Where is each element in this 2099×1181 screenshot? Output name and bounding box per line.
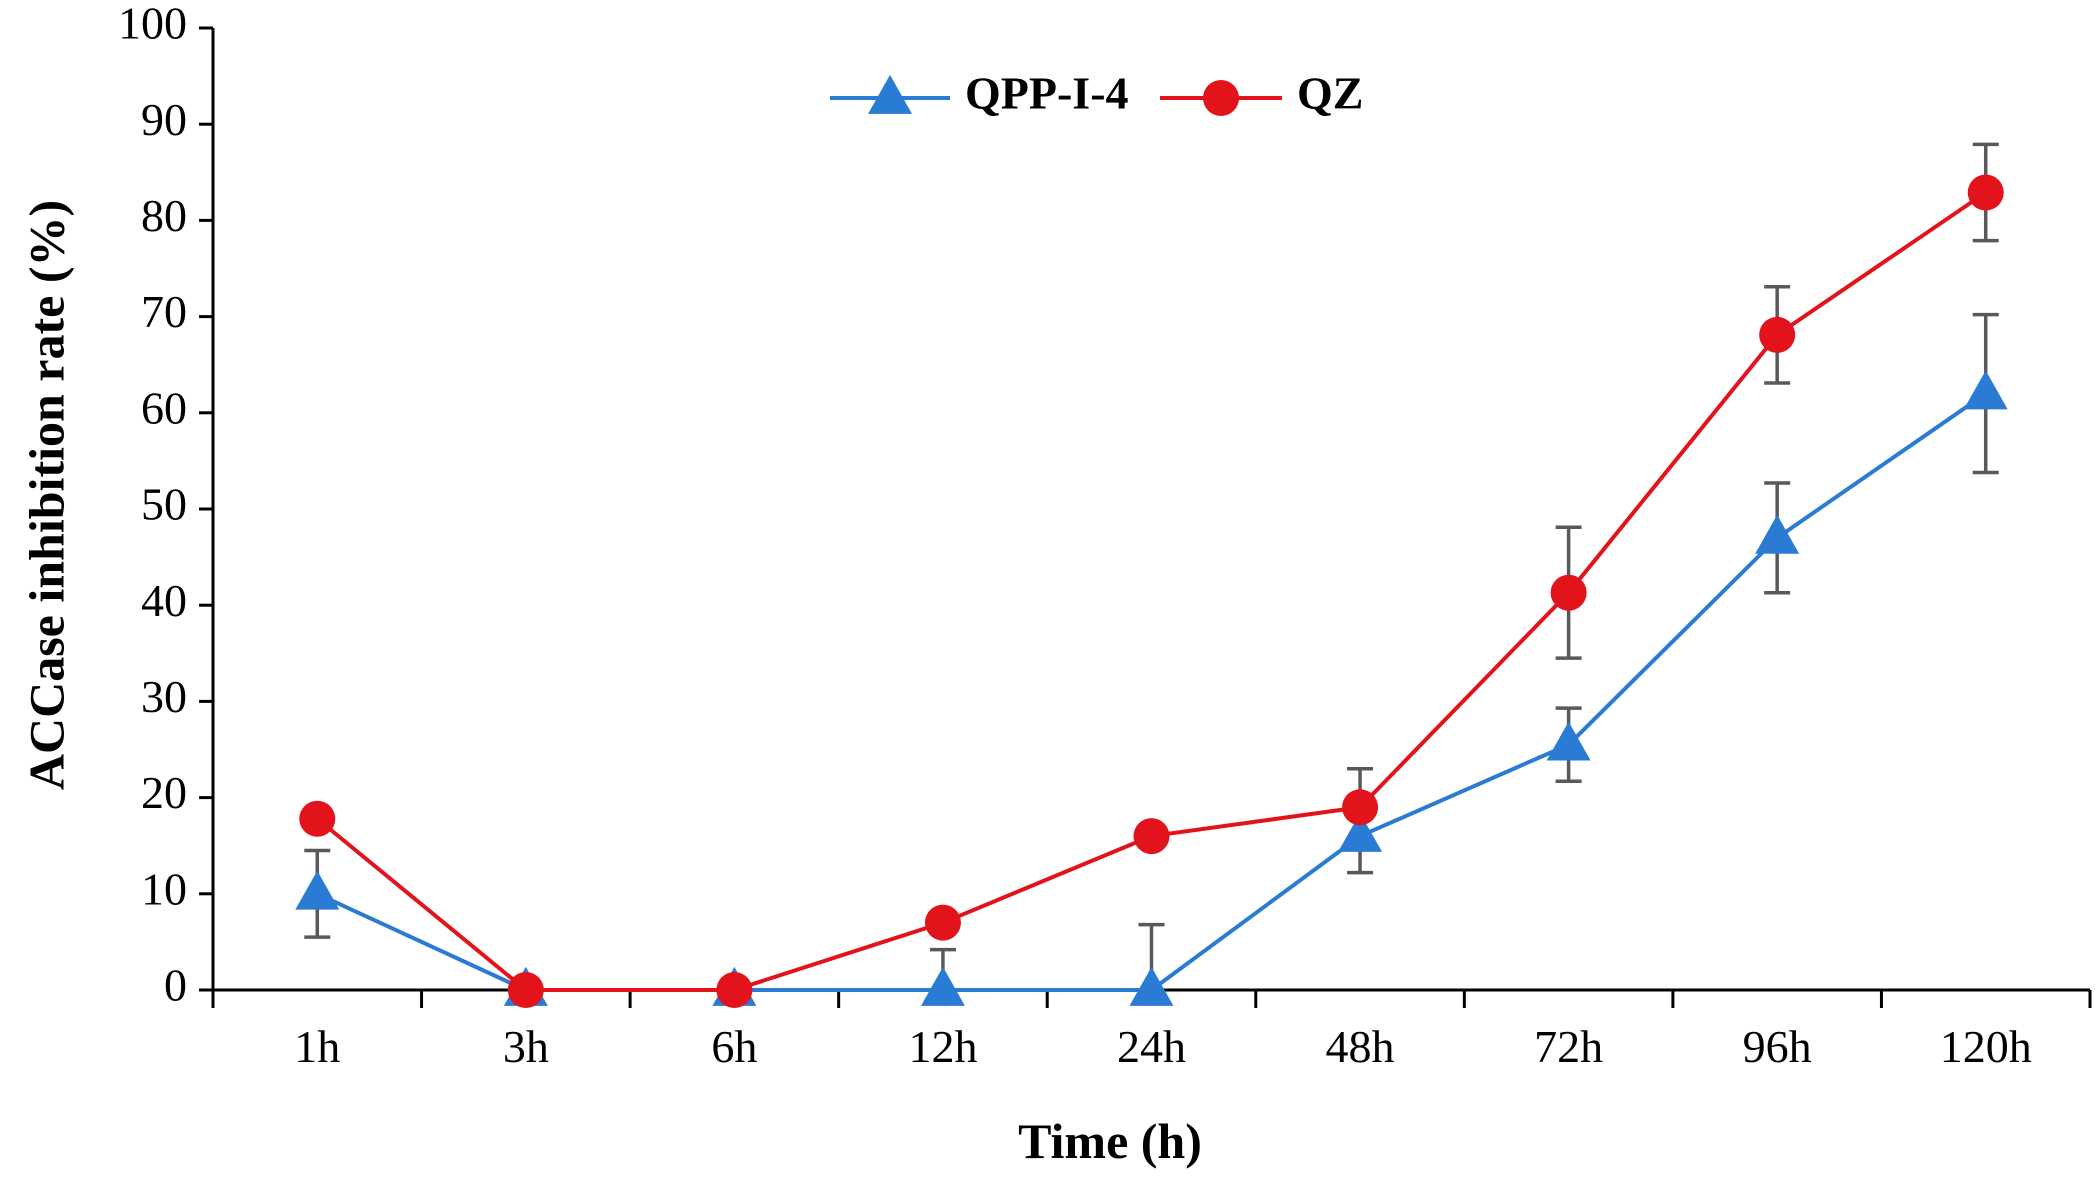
y-axis-title: ACCase inhibition rate (%) bbox=[18, 200, 74, 790]
data-point-circle bbox=[1342, 789, 1379, 826]
x-axis-title: Time (h) bbox=[1018, 1113, 1202, 1169]
y-tick-label: 60 bbox=[141, 382, 187, 433]
x-tick-label: 1h bbox=[294, 1021, 340, 1072]
data-point-circle bbox=[1550, 574, 1587, 611]
legend-marker-circle bbox=[1203, 80, 1239, 116]
x-tick-label: 12h bbox=[908, 1021, 977, 1072]
x-tick-label: 96h bbox=[1743, 1021, 1812, 1072]
legend-label: QPP-I-4 bbox=[965, 68, 1129, 119]
y-tick-label: 0 bbox=[164, 960, 187, 1011]
x-tick-label: 48h bbox=[1326, 1021, 1395, 1072]
data-point-triangle bbox=[1546, 721, 1591, 761]
data-point-circle bbox=[299, 800, 336, 837]
data-point-triangle bbox=[1963, 370, 2008, 410]
x-tick-label: 3h bbox=[503, 1021, 549, 1072]
data-point-circle bbox=[1133, 818, 1170, 855]
x-tick-label: 120h bbox=[1940, 1021, 2032, 1072]
series-line-qpp-i-4 bbox=[316, 391, 1987, 992]
series-line-qz bbox=[316, 190, 1987, 992]
data-point-circle bbox=[716, 972, 753, 1008]
y-tick-label: 30 bbox=[141, 671, 187, 722]
data-point-circle bbox=[924, 904, 961, 941]
data-point-triangle bbox=[920, 966, 965, 1006]
x-tick-label: 72h bbox=[1534, 1021, 1603, 1072]
y-tick-label: 80 bbox=[141, 190, 187, 241]
y-tick-label: 50 bbox=[141, 479, 187, 530]
data-point-circle bbox=[507, 972, 544, 1008]
legend-label: QZ bbox=[1297, 68, 1363, 119]
y-tick-label: 70 bbox=[141, 286, 187, 337]
legend-marker-triangle bbox=[868, 74, 912, 114]
x-tick-label: 6h bbox=[711, 1021, 757, 1072]
y-tick-label: 100 bbox=[118, 0, 187, 49]
data-point-circle bbox=[1967, 174, 2004, 211]
y-tick-label: 20 bbox=[141, 767, 187, 818]
y-tick-label: 10 bbox=[141, 863, 187, 914]
y-tick-label: 90 bbox=[141, 94, 187, 145]
data-point-triangle bbox=[1338, 812, 1383, 852]
data-point-triangle bbox=[1755, 514, 1800, 554]
data-point-triangle bbox=[1129, 966, 1174, 1006]
data-point-circle bbox=[1759, 316, 1796, 353]
y-tick-label: 40 bbox=[141, 575, 187, 626]
data-point-triangle bbox=[295, 870, 340, 910]
x-tick-label: 24h bbox=[1117, 1021, 1186, 1072]
